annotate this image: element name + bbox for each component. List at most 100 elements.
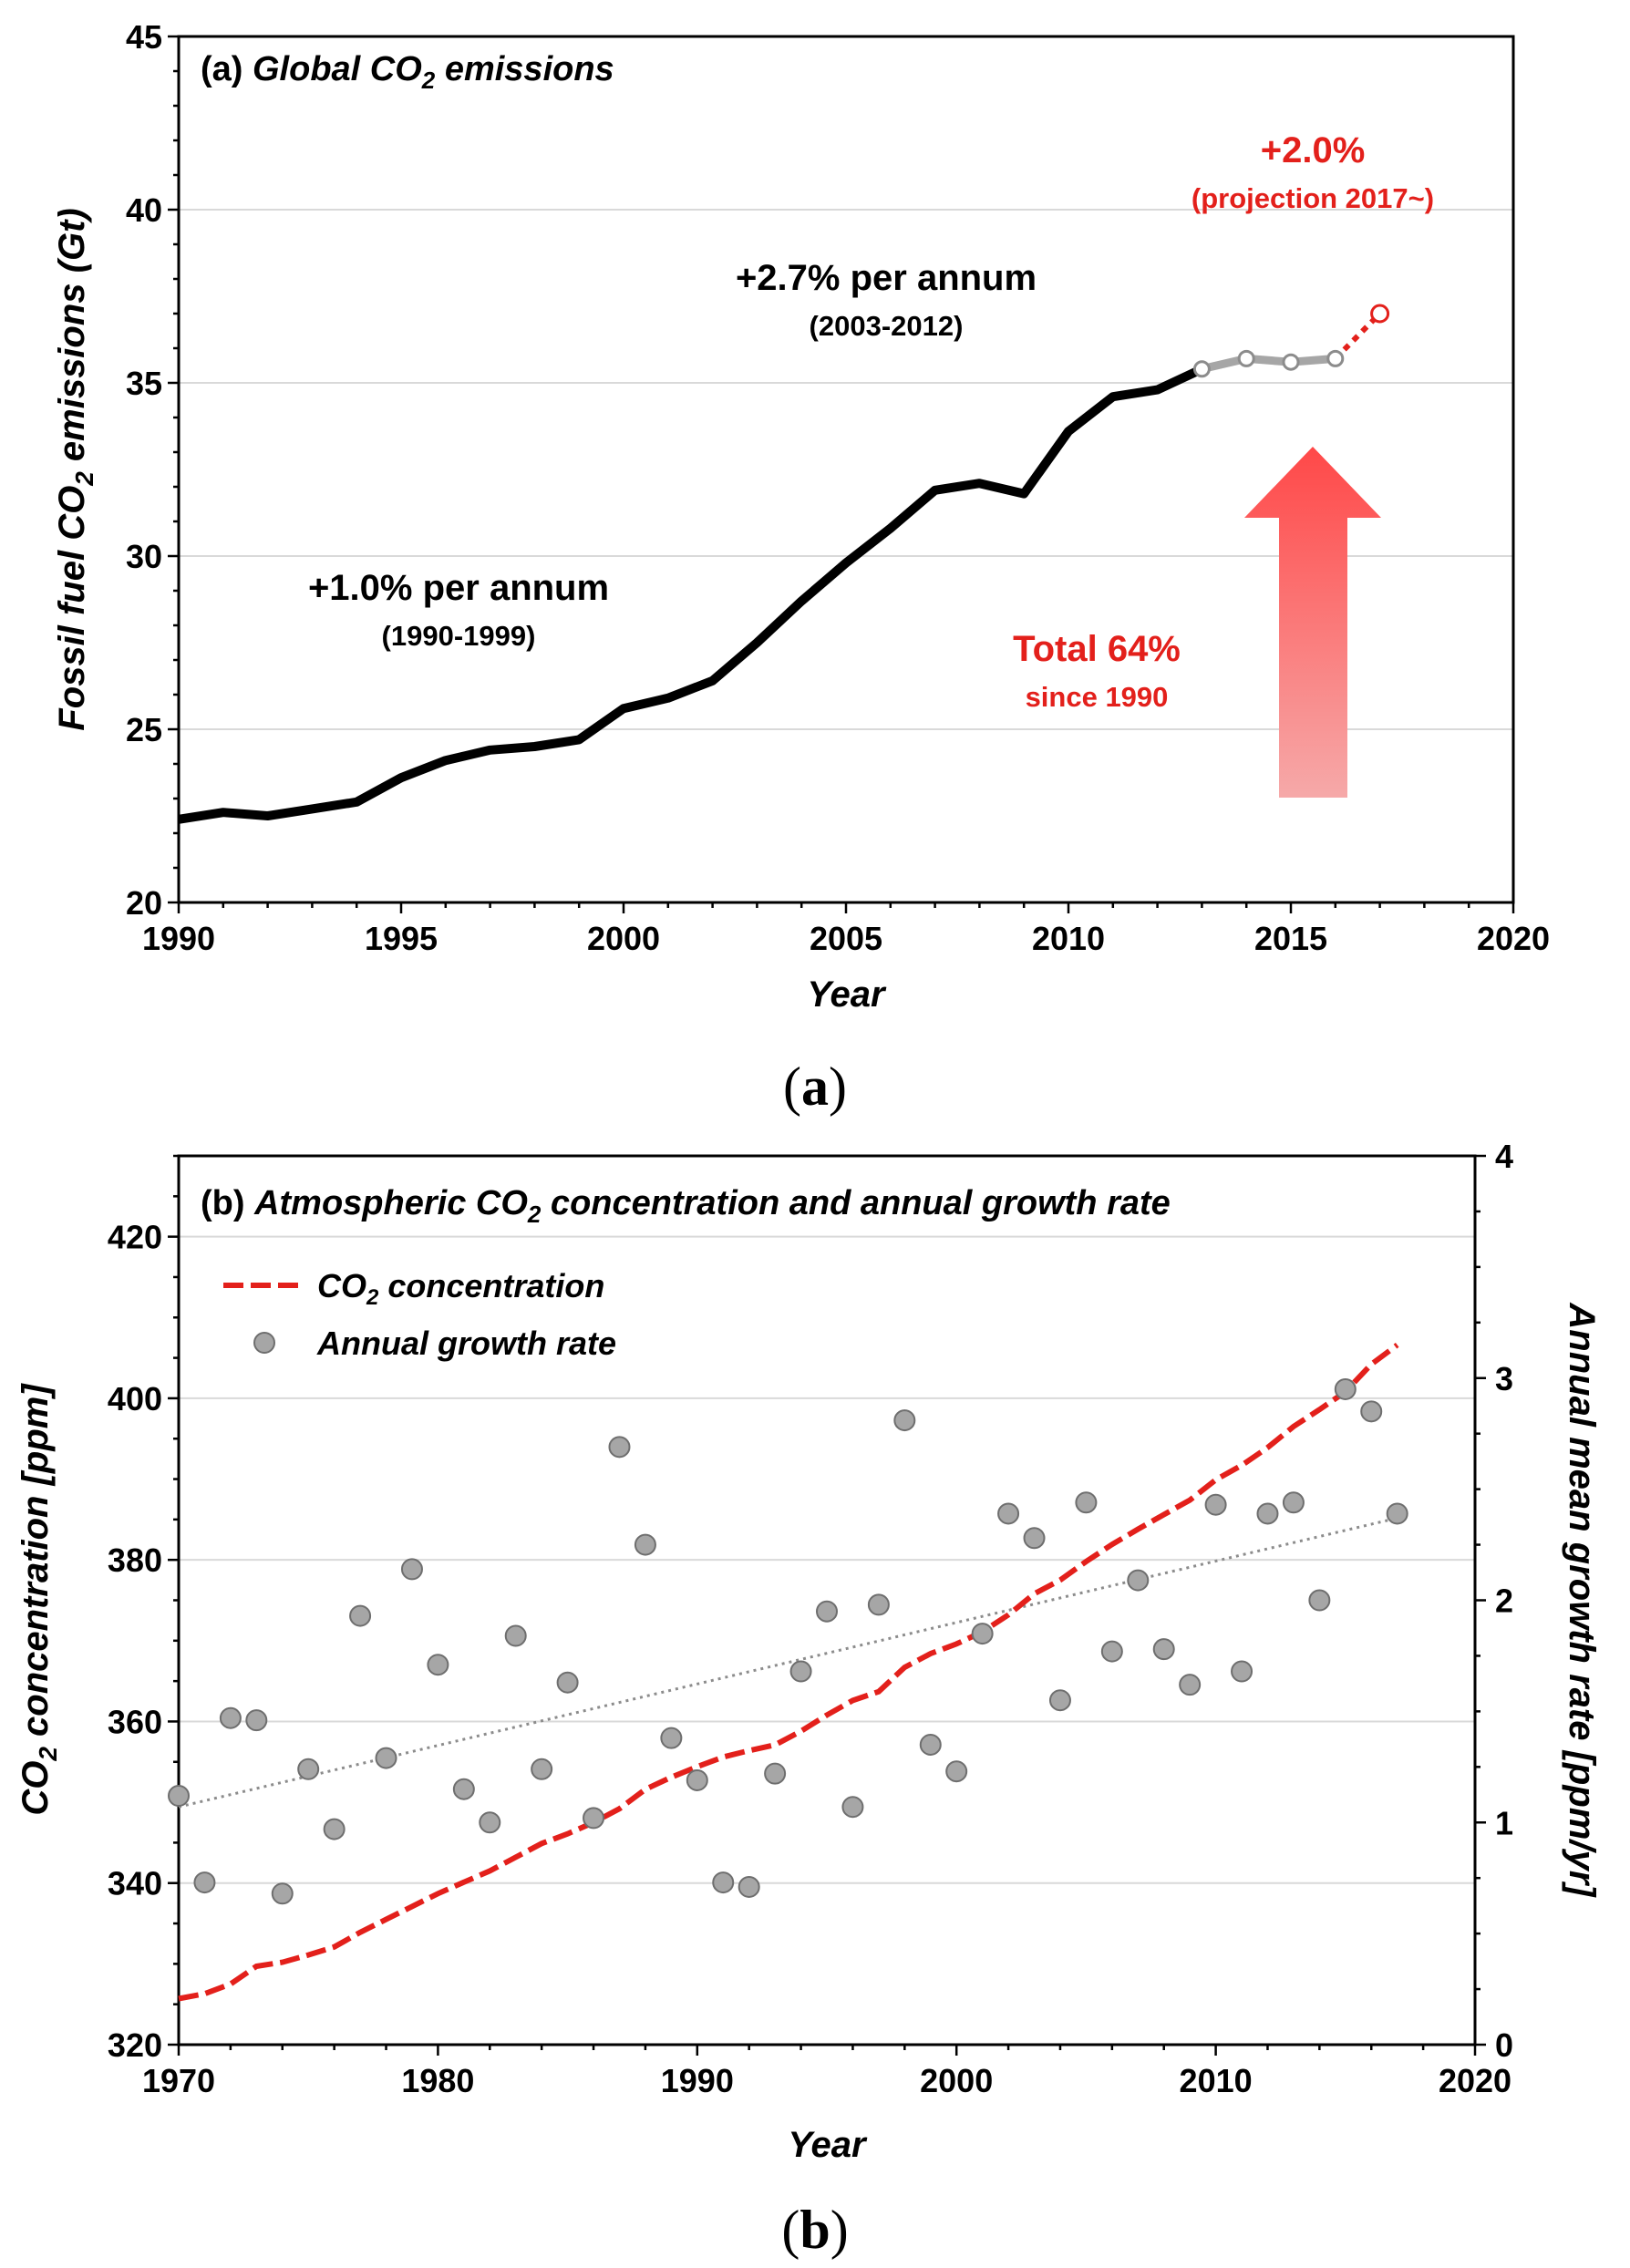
chart-a-y-tick-label: 20 bbox=[126, 884, 162, 922]
chart-b-y2-tick-label: 4 bbox=[1495, 1138, 1513, 1175]
growth-rate-point bbox=[789, 1660, 812, 1683]
chart-a-x-tick-label: 1995 bbox=[365, 920, 438, 957]
chart-b-y-tick-label: 380 bbox=[108, 1541, 162, 1579]
chart-a-title-suffix: emissions bbox=[435, 50, 614, 88]
growth-rate-point bbox=[168, 1785, 190, 1807]
emissions-plateau-point bbox=[1237, 349, 1255, 367]
chart-a-y-label-main: Fossil fuel CO bbox=[52, 486, 92, 731]
annotation-projection-period: (projection 2017~) bbox=[1192, 182, 1434, 214]
chart-b-y-label-sub: 2 bbox=[34, 1747, 62, 1762]
growth-rate-point bbox=[1100, 1640, 1123, 1663]
chart-a-y-label-sub: 2 bbox=[70, 471, 98, 487]
chart-a-x-tick-label: 1990 bbox=[142, 920, 215, 957]
annotation-period-2000s: (2003-2012) bbox=[810, 310, 964, 342]
chart-b-x-tick-label: 1980 bbox=[401, 2062, 474, 2099]
chart-a-y-tick-label: 45 bbox=[126, 18, 162, 56]
chart-a-x-ticks: 1990 1995 2000 2005 2010 2015 2020 bbox=[142, 902, 1550, 957]
legend-concentration-sub: 2 bbox=[366, 1285, 379, 1310]
legend-growth-label: Annual growth rate bbox=[316, 1325, 616, 1362]
chart-a-title-main: Global CO bbox=[253, 50, 422, 88]
growth-rate-point bbox=[1075, 1491, 1098, 1514]
caption-b-close-paren: ) bbox=[830, 2200, 849, 2260]
growth-rate-point bbox=[583, 1807, 605, 1830]
chart-b-right-y-ticks: 0 1 2 3 4 bbox=[1475, 1138, 1513, 2064]
growth-rate-point bbox=[686, 1768, 708, 1791]
chart-a-title-sub: 2 bbox=[421, 67, 436, 94]
chart-b-y2-tick-label: 1 bbox=[1495, 1804, 1513, 1841]
legend-growth-marker bbox=[253, 1332, 275, 1354]
growth-rate-point bbox=[893, 1409, 916, 1432]
growth-rate-point bbox=[867, 1593, 890, 1616]
annotation-rate-1990s: +1.0% per annum bbox=[308, 568, 609, 608]
growth-rate-point bbox=[349, 1604, 372, 1627]
emissions-plateau-point bbox=[1326, 349, 1345, 367]
growth-rate-point bbox=[660, 1727, 683, 1749]
chart-b-x-tick-label: 2010 bbox=[1180, 2062, 1253, 2099]
chart-b-title: (b) Atmospheric CO2 concentration and an… bbox=[201, 1184, 1171, 1228]
growth-rate-trend-line bbox=[178, 1516, 1398, 1809]
annotation-projection-rate: +2.0% bbox=[1261, 130, 1366, 170]
emissions-projection-point bbox=[1370, 304, 1390, 324]
chart-b-y2-tick-label: 0 bbox=[1495, 2026, 1513, 2064]
growth-rate-point bbox=[1360, 1400, 1383, 1423]
growth-rate-point bbox=[531, 1758, 553, 1780]
growth-rate-point bbox=[1386, 1502, 1408, 1525]
annotation-total-since: since 1990 bbox=[1026, 681, 1169, 713]
chart-a-x-tick-label: 2020 bbox=[1477, 920, 1550, 957]
growth-rate-point bbox=[1334, 1377, 1357, 1400]
legend-concentration-suffix: concentration bbox=[378, 1267, 604, 1304]
growth-rate-point bbox=[427, 1654, 449, 1676]
chart-b-y-tick-label: 420 bbox=[108, 1219, 162, 1256]
annotation-rate-2000s: +2.7% per annum bbox=[736, 258, 1037, 298]
chart-a-title: (a) Global CO2 emissions bbox=[201, 50, 614, 94]
legend-concentration-main: CO bbox=[317, 1267, 366, 1304]
growth-rate-point bbox=[712, 1871, 735, 1894]
chart-b-legend: CO2 concentration Annual growth rate bbox=[223, 1267, 616, 1362]
growth-rate-point bbox=[297, 1758, 320, 1780]
chart-a-title-prefix: (a) bbox=[201, 50, 253, 88]
chart-a-y-tick-label: 40 bbox=[126, 191, 162, 229]
increase-arrow-icon bbox=[1244, 447, 1381, 798]
chart-a-x-tick-label: 2015 bbox=[1254, 920, 1327, 957]
chart-a-x-tick-label: 2010 bbox=[1032, 920, 1105, 957]
growth-rate-point bbox=[1308, 1589, 1331, 1612]
chart-b-x-tick-label: 1970 bbox=[142, 2062, 215, 2099]
caption-a-open-paren: ( bbox=[783, 1057, 801, 1117]
growth-rate-point bbox=[323, 1818, 346, 1840]
chart-b-y2-tick-label: 3 bbox=[1495, 1360, 1513, 1397]
growth-rate-point bbox=[841, 1796, 864, 1819]
growth-rate-point bbox=[452, 1778, 475, 1800]
annotation-period-1990s: (1990-1999) bbox=[382, 620, 536, 652]
chart-b-title-suffix: concentration and annual growth rate bbox=[541, 1184, 1170, 1222]
growth-rate-point bbox=[1204, 1493, 1227, 1516]
chart-b-y-tick-label: 400 bbox=[108, 1380, 162, 1418]
chart-b-y-axis-label: CO2 concentration [ppm] bbox=[15, 1383, 62, 1816]
chart-b-x-tick-label: 1990 bbox=[661, 2062, 734, 2099]
chart-b-gridlines bbox=[179, 1235, 1475, 1884]
chart-a-y-tick-label: 30 bbox=[126, 538, 162, 575]
growth-rate-point bbox=[608, 1436, 631, 1459]
growth-rate-point bbox=[193, 1871, 216, 1894]
chart-b-y-tick-label: 340 bbox=[108, 1865, 162, 1902]
caption-b-letter: b bbox=[800, 2200, 830, 2260]
chart-b-series bbox=[168, 1342, 1408, 2002]
emissions-plateau-point bbox=[1192, 360, 1211, 378]
chart-a-y-tick-label: 25 bbox=[126, 711, 162, 748]
chart-b-y2-axis-label: Annual mean growth rate [ppm/yr] bbox=[1562, 1302, 1602, 1898]
growth-rate-point bbox=[1127, 1569, 1150, 1592]
emissions-projection-line bbox=[1333, 311, 1382, 361]
growth-rate-point bbox=[1048, 1689, 1071, 1712]
growth-rate-point bbox=[919, 1733, 942, 1756]
chart-a-y-label-suffix: emissions (Gt) bbox=[52, 208, 92, 471]
legend-concentration-label: CO2 concentration bbox=[317, 1267, 604, 1310]
growth-rate-point bbox=[1231, 1660, 1253, 1683]
growth-rate-point bbox=[816, 1600, 838, 1623]
growth-rate-point bbox=[997, 1502, 1020, 1525]
chart-b-x-ticks: 1970 1980 1990 2000 2010 2020 bbox=[142, 2045, 1511, 2099]
growth-rate-point bbox=[1152, 1638, 1175, 1661]
caption-a-letter: a bbox=[801, 1057, 829, 1117]
chart-b-title-sub: 2 bbox=[527, 1201, 542, 1228]
growth-rate-point bbox=[504, 1624, 527, 1647]
growth-rate-point bbox=[764, 1762, 787, 1785]
